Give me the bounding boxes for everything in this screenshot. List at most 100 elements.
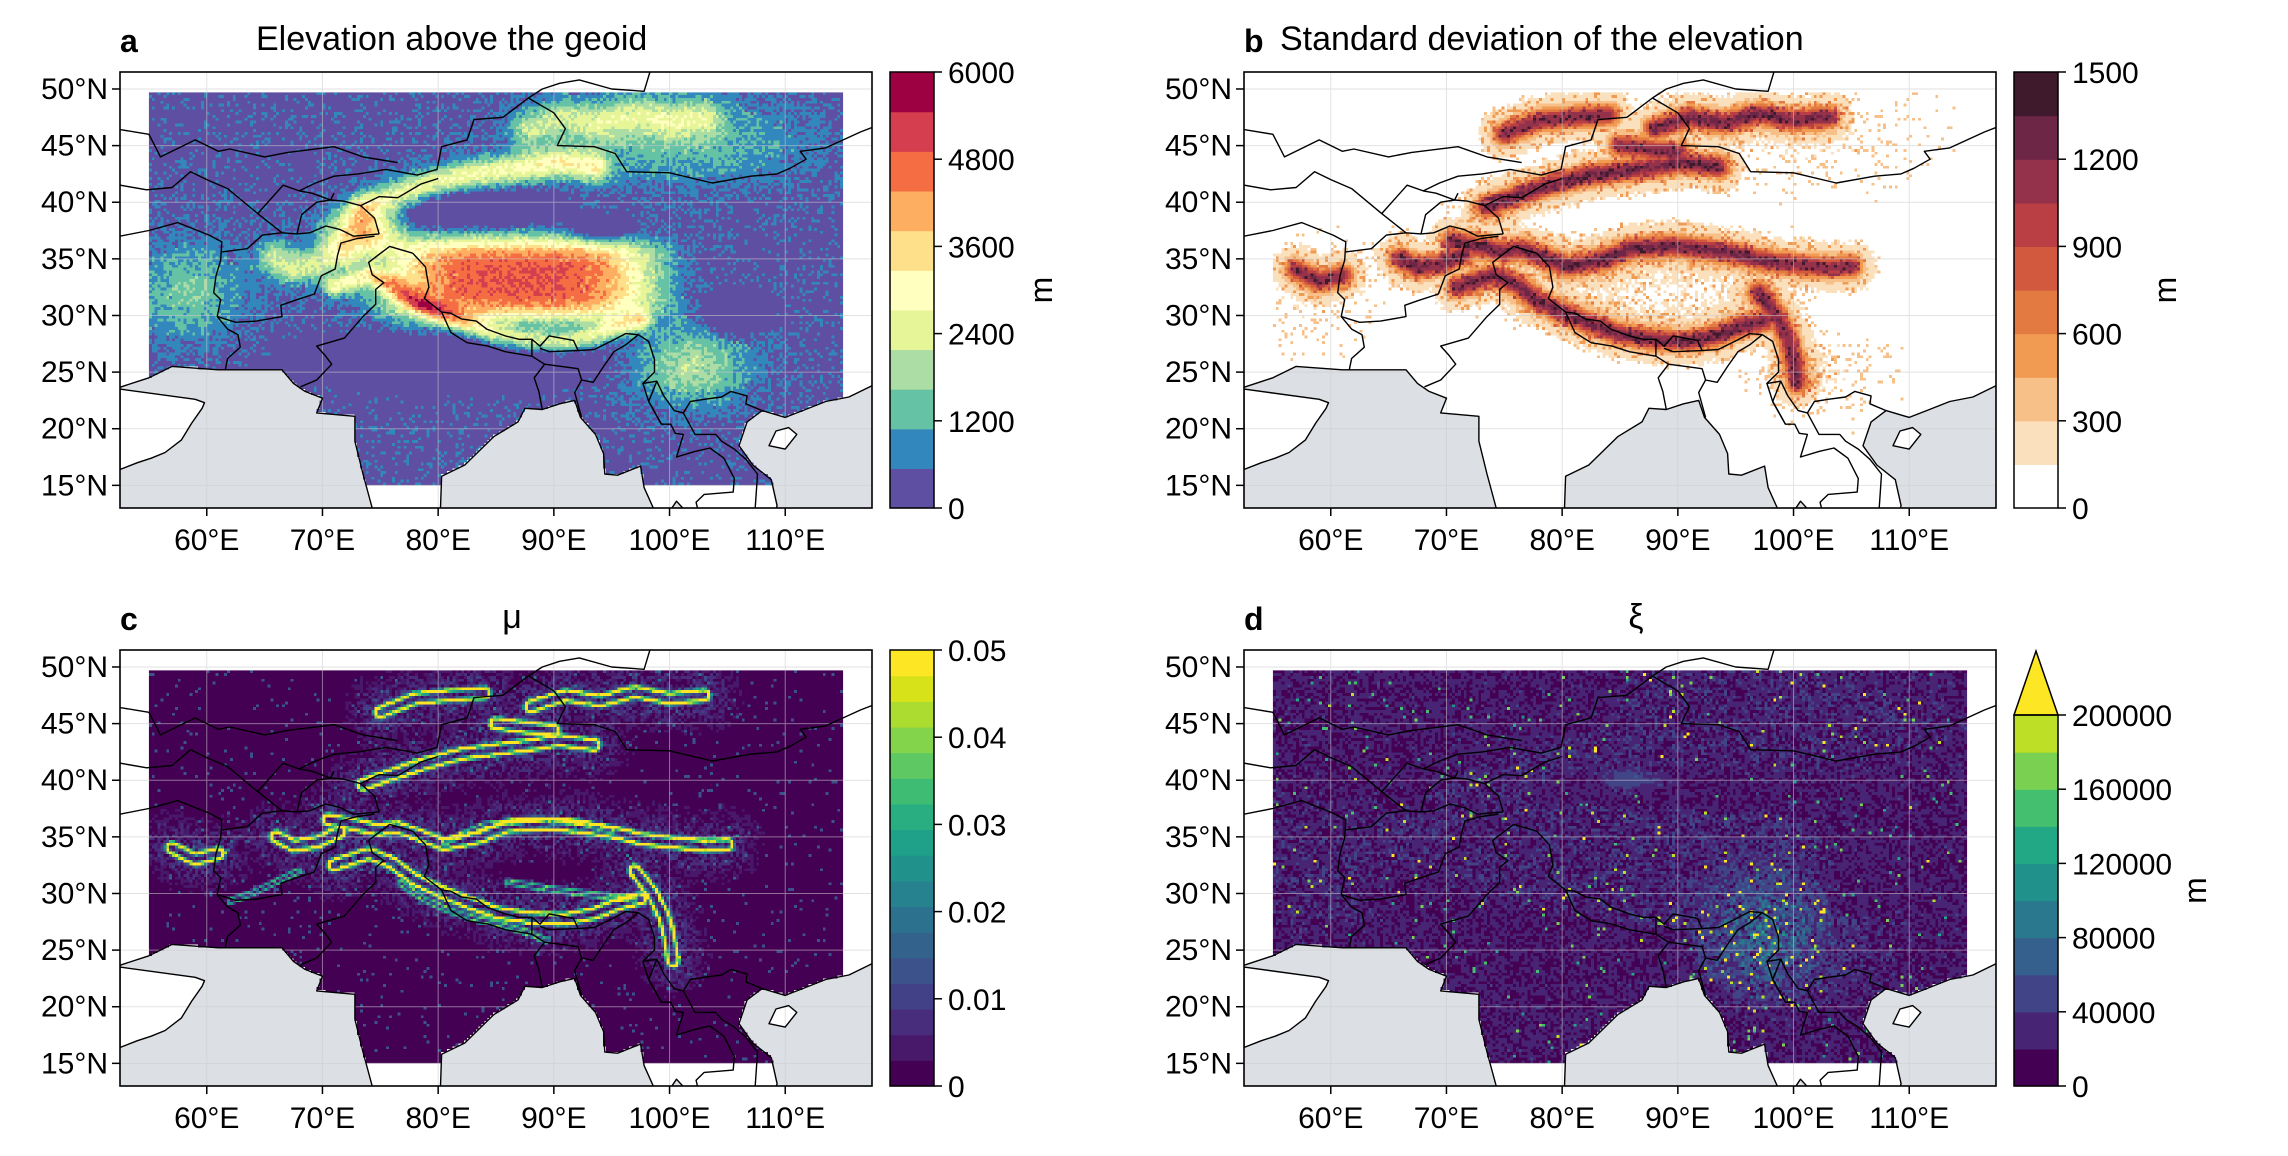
boundaries (120, 72, 872, 508)
lat-tick-label: 15°N (1165, 1047, 1232, 1080)
lat-tick-label: 25°N (1165, 356, 1232, 389)
country-border (1420, 192, 1459, 235)
lat-tick-label: 20°N (41, 991, 108, 1024)
country-border (120, 799, 241, 948)
country-border (1705, 912, 1763, 961)
country-border (1244, 799, 1365, 948)
panel-a: 50°N 45°N 40°N 35°N 30°N 25°N 20°N 15°N 60°E 70°E… (41, 20, 1059, 557)
country-border (1772, 958, 1787, 1003)
lon-tick-label: 80°E (405, 524, 470, 557)
colorbar-bin (2014, 202, 2058, 247)
colorbar-bin (890, 675, 934, 702)
country-border (539, 925, 579, 931)
coastline (1563, 977, 1778, 1086)
country-border (682, 990, 759, 1086)
lat-tick-label: 35°N (41, 821, 108, 854)
country-border (581, 912, 639, 961)
colorbar-frame (2013, 71, 2059, 509)
colorbar-bin (2014, 420, 2058, 465)
data-raster (1272, 670, 1968, 1064)
country-border (296, 770, 335, 813)
lon-tick-label: 70°E (1414, 524, 1479, 557)
coastline (1244, 966, 1330, 1049)
country-border (1424, 823, 1537, 966)
map-d (1244, 650, 1996, 1086)
colorbar-bin (2014, 826, 2058, 864)
lat-tick-label: 50°N (1165, 73, 1232, 106)
colorbar-unit-label: m (2177, 877, 2213, 904)
colorbar-frame (889, 649, 935, 1087)
lat-tick-label: 25°N (41, 934, 108, 967)
gridlines (120, 650, 872, 1086)
lat-tick-label: 30°N (41, 877, 108, 910)
colorbar-tick-label: 300 (2072, 406, 2122, 439)
country-border (528, 97, 872, 184)
colorbar-bin (890, 880, 934, 908)
colorbar-frame (889, 71, 935, 509)
colorbar-bin (890, 906, 934, 933)
coastline (1244, 365, 1497, 508)
map-a (120, 72, 872, 508)
data-raster (148, 92, 844, 486)
country-border (1484, 205, 1504, 235)
lat-tick-label: 20°N (1165, 991, 1232, 1024)
colorbar-tick-label: 900 (2072, 231, 2122, 264)
lon-tick-label: 70°E (290, 1102, 355, 1135)
country-border (1420, 770, 1459, 813)
lat-tick-label: 50°N (41, 651, 108, 684)
panel-title: Standard deviation of the elevation (1280, 20, 1804, 58)
country-border (300, 245, 413, 388)
colorbar-bin (2014, 333, 2058, 378)
country-border (1484, 783, 1504, 813)
lon-tick-label: 70°E (1414, 1102, 1479, 1135)
coastline (439, 399, 654, 508)
colorbar-bin (890, 151, 934, 192)
lon-tick-label: 60°E (1298, 524, 1363, 557)
colorbar-tick-label: 0.04 (948, 722, 1006, 755)
country-border (1244, 221, 1365, 370)
colorbar-unit-label: m (1023, 277, 1059, 304)
coastline (768, 1004, 798, 1028)
colorbar-bin (890, 803, 934, 831)
boundaries (1244, 650, 1996, 1086)
colorbar-bin (2014, 974, 2058, 1013)
lat-tick-label: 30°N (1165, 299, 1232, 332)
colorbar-bin (2014, 752, 2058, 790)
colorbar-bin (890, 1009, 934, 1036)
lat-tick-label: 25°N (41, 356, 108, 389)
colorbar-tick-label: 0.01 (948, 984, 1006, 1017)
colorbar-tick-label: 200000 (2072, 700, 2172, 733)
colorbar-tick-label: 1200 (2072, 144, 2139, 177)
colorbar-tick-label: 0.02 (948, 897, 1006, 930)
lon-tick-label: 80°E (1529, 1102, 1594, 1135)
colorbar-bin (890, 829, 934, 856)
country-border (120, 706, 398, 742)
country-border (528, 650, 651, 677)
gridlines (1244, 72, 1996, 508)
country-border (412, 830, 763, 992)
country-border (216, 235, 375, 323)
lat-tick-label: 40°N (1165, 764, 1232, 797)
colorbar-bin (890, 230, 934, 271)
country-border (216, 813, 375, 901)
colorbar-bin (890, 855, 934, 882)
lat-tick-label: 20°N (1165, 413, 1232, 446)
lon-tick-label: 80°E (405, 1102, 470, 1135)
colorbar-bin (890, 190, 934, 232)
colorbar-bin (890, 932, 934, 959)
lat-tick-label: 30°N (41, 299, 108, 332)
lat-tick-label: 15°N (41, 1047, 108, 1080)
colorbar-tick-label: 160000 (2072, 774, 2172, 807)
colorbar-bin (2014, 789, 2058, 827)
lon-tick-label: 60°E (174, 1102, 239, 1135)
coastline (120, 365, 373, 508)
country-border (1244, 128, 1522, 164)
country-border (120, 749, 283, 812)
axes: 50°N 45°N 40°N 35°N 30°N 25°N 20°N 15°N 60°E 70°E… (41, 73, 825, 557)
country-border (531, 933, 546, 988)
coastline (671, 963, 872, 1086)
colorbar-bin (890, 389, 934, 430)
coastline (120, 388, 206, 471)
colorbar-bin (890, 1060, 934, 1087)
colorbar-bin (2014, 115, 2058, 160)
